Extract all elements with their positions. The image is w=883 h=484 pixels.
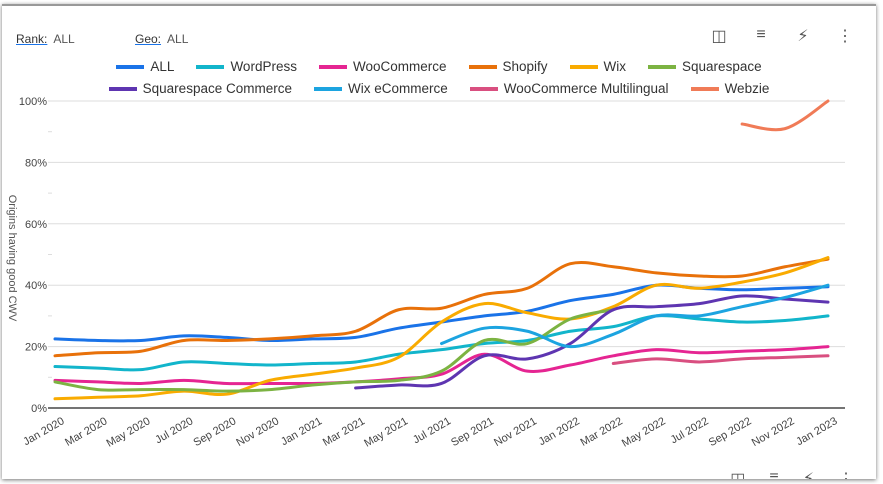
series-line-webzie[interactable] — [740, 99, 830, 132]
more-vert-icon[interactable]: ⋮ — [838, 469, 854, 479]
legend-item[interactable]: WooCommerce — [318, 59, 447, 74]
y-tick-label: 80% — [25, 157, 47, 169]
legend-swatch — [468, 64, 497, 69]
toolbar-repeat: ◫ ≡ ⚡︎ ⋮ — [730, 469, 854, 479]
y-tick-label: 20% — [25, 342, 47, 354]
legend-item[interactable]: WooCommerce Multilingual — [469, 81, 669, 96]
legend-label: WooCommerce Multilingual — [503, 81, 669, 96]
legend-item[interactable]: Wix eCommerce — [313, 81, 448, 96]
legend-label: ALL — [150, 59, 175, 74]
legend-label: Wix eCommerce — [347, 81, 448, 96]
x-tick-label: Sep 2022 — [707, 415, 754, 449]
geo-label: Geo: — [135, 32, 162, 46]
filter-icon[interactable]: ≡ — [756, 26, 766, 43]
x-tick-label: Mar 2021 — [321, 415, 367, 449]
chart-card: Rank: ALL Geo: ALL ◫ ≡ ⚡︎ ⋮ ALL WordPress Wo… — [2, 4, 876, 479]
y-tick-label: 60% — [25, 219, 47, 231]
x-tick-label: Jul 2022 — [669, 415, 711, 446]
legend-item[interactable]: Squarespace Commerce — [108, 81, 292, 96]
x-tick-label: Jan 2022 — [537, 415, 582, 448]
y-tick-label: 40% — [25, 280, 47, 292]
filter-icon[interactable]: ≡ — [769, 469, 779, 479]
legend-label: Squarespace Commerce — [142, 81, 292, 96]
legend-label: WooCommerce — [352, 59, 447, 74]
series-line-wordpress[interactable] — [53, 314, 830, 372]
x-tick-label: Nov 2020 — [234, 415, 281, 449]
x-tick-label: Jan 2021 — [279, 415, 324, 448]
legend-swatch — [469, 86, 498, 91]
rank-value: ALL — [53, 32, 75, 46]
legend-label: Shopify — [502, 59, 548, 74]
legend-swatch — [196, 64, 225, 69]
series-line-wix-ecommerce[interactable] — [440, 283, 830, 349]
y-tick-label: 0% — [31, 403, 47, 415]
legend-row-2: Squarespace Commerce Wix eCommerce WooComm… — [2, 81, 876, 96]
geo-filter[interactable]: Geo: ALL — [135, 32, 188, 46]
x-tick-label: Jan 2023 — [794, 415, 839, 448]
bolt-icon[interactable]: ⚡︎ — [803, 469, 814, 479]
series-line-woocommerce[interactable] — [53, 345, 830, 386]
legend-swatch — [648, 64, 677, 69]
legend-swatch — [690, 86, 719, 91]
x-tick-label: Nov 2022 — [750, 415, 797, 449]
legend-swatch — [318, 64, 347, 69]
legend-item[interactable]: Shopify — [468, 59, 548, 74]
legend-swatch — [313, 86, 342, 91]
x-tick-label: May 2021 — [362, 415, 410, 450]
chart-settings-icon[interactable]: ◫ — [711, 28, 727, 45]
legend-swatch — [116, 64, 145, 69]
x-tick-label: Jan 2020 — [21, 415, 66, 448]
x-tick-label: Jul 2021 — [411, 415, 453, 446]
x-tick-label: May 2022 — [620, 415, 668, 450]
x-tick-label: Sep 2021 — [449, 415, 496, 449]
x-tick-label: Sep 2020 — [191, 415, 238, 449]
series-line-wix[interactable] — [53, 256, 830, 401]
chart-settings-icon[interactable]: ◫ — [730, 469, 745, 479]
legend-swatch — [108, 86, 137, 91]
more-vert-icon[interactable]: ⋮ — [837, 28, 853, 45]
legend-swatch — [569, 64, 598, 69]
x-tick-label: Jul 2020 — [153, 415, 195, 446]
series-line-squarespace-commerce[interactable] — [354, 294, 830, 390]
legend-label: Webzie — [724, 81, 770, 96]
legend-label: WordPress — [230, 59, 297, 74]
toolbar: ◫ ≡ ⚡︎ ⋮ — [710, 26, 854, 46]
legend-item[interactable]: WordPress — [196, 59, 297, 74]
legend-label: Wix — [603, 59, 627, 74]
series-line-woocommerce-multilingual[interactable] — [611, 354, 830, 365]
bolt-icon[interactable]: ⚡︎ — [797, 28, 809, 45]
legend-item[interactable]: Squarespace — [648, 59, 762, 74]
x-tick-label: Nov 2021 — [492, 415, 539, 449]
legend-item[interactable]: Webzie — [690, 81, 770, 96]
rank-label: Rank: — [16, 32, 48, 46]
legend-item[interactable]: ALL — [116, 59, 174, 74]
series-line-shopify[interactable] — [53, 257, 830, 358]
rank-filter[interactable]: Rank: ALL — [16, 32, 75, 46]
legend-item[interactable]: Wix — [569, 59, 627, 74]
x-tick-label: May 2020 — [105, 415, 153, 450]
y-tick-label: 100% — [19, 96, 47, 108]
x-tick-label: Mar 2020 — [63, 415, 109, 449]
legend-label: Squarespace — [682, 59, 762, 74]
geo-value: ALL — [167, 32, 189, 46]
series-line-squarespace[interactable] — [53, 308, 615, 393]
x-tick-label: Mar 2022 — [579, 415, 625, 449]
legend-row-1: ALL WordPress WooCommerce Shopify Wix Squares… — [2, 59, 876, 74]
